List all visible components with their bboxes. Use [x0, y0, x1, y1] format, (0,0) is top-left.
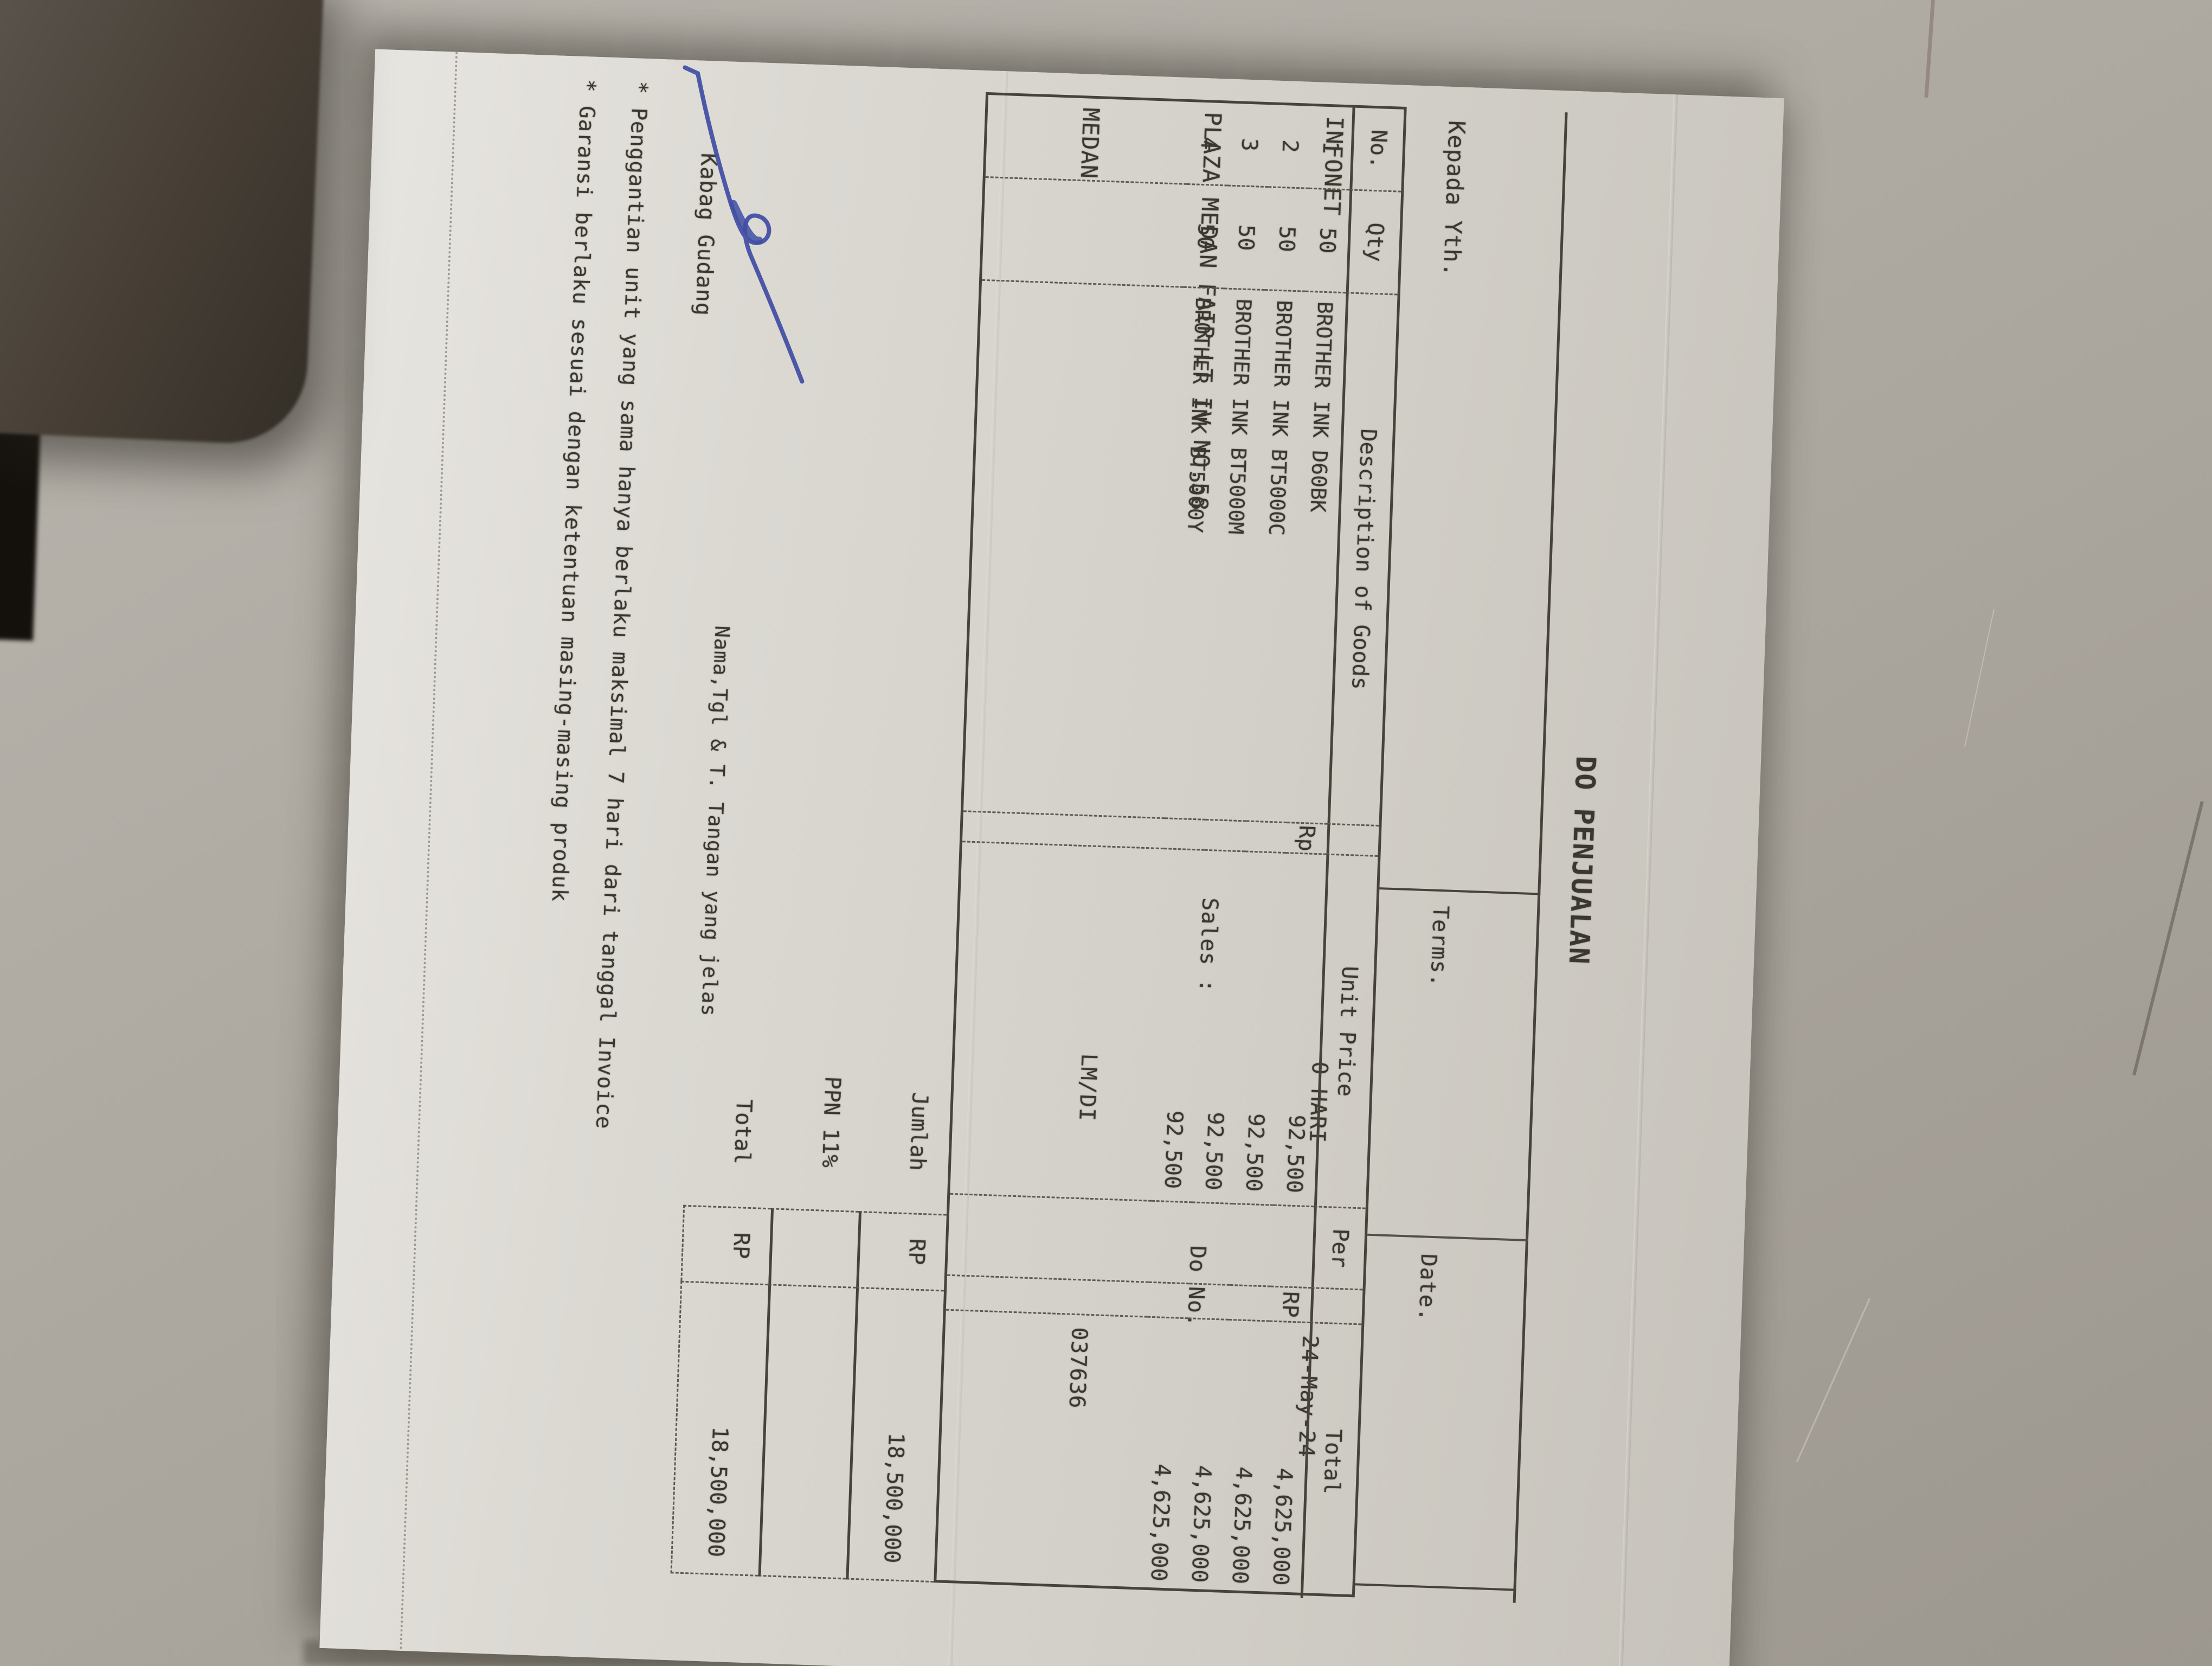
empty-cell [982, 176, 1187, 286]
date-label: Date. [1413, 1253, 1441, 1322]
items-table: No. Qty Description of Goods Unit Price … [934, 92, 1407, 1600]
col-header-qty: Qty [1346, 189, 1401, 294]
empty-cell [947, 1193, 1152, 1281]
dark-object-top-left [0, 0, 325, 447]
row-currency1: Rp [1285, 822, 1328, 854]
row-no: 2 [1277, 139, 1303, 153]
summary-currency-ppn [768, 1208, 859, 1287]
floor-grout-line-diagonal [2132, 800, 2204, 1076]
recipient-label: Kepada Yth. [1438, 120, 1470, 278]
empty-cell [986, 95, 1190, 183]
empty-cell [950, 841, 1164, 1200]
row-per [1148, 1200, 1193, 1283]
row-per [1230, 1203, 1274, 1286]
floor-scratch [1964, 608, 1995, 747]
summary-amount-ppn [758, 1284, 857, 1580]
floor-grout-line [1924, 0, 1935, 98]
floor-scratch [1796, 1298, 1870, 1463]
paper-document: DO PENJUALAN Kepada Yth. INFONET PLAZA M… [319, 49, 1784, 1666]
row-qty: 50 [1224, 184, 1269, 290]
info-box: Terms. 0 HARI Sales : LM/DI Date. 24-May… [1064, 887, 1541, 1591]
row-no: 4 [1196, 136, 1222, 151]
row-currency2 [1229, 1284, 1271, 1321]
row-currency1 [1204, 818, 1246, 851]
terms-label: Terms. [1425, 905, 1454, 988]
summary-label-ppn: PPN 11% [816, 1075, 845, 1168]
row-per [1189, 1201, 1233, 1284]
summary-label-total: Total [729, 1099, 757, 1165]
row-currency2 [1188, 1283, 1230, 1319]
row-no: 1 [1318, 140, 1343, 155]
info-box-divider [1367, 1233, 1528, 1242]
empty-cell [963, 279, 1184, 818]
col-header-per: Per [1311, 1206, 1366, 1289]
summary-amount-total: 18,500,000 [670, 1280, 769, 1577]
summary-label-jumlah: Jumlah [904, 1092, 933, 1171]
col-header-currency2 [1310, 1287, 1363, 1324]
row-no: 3 [1237, 138, 1263, 152]
footnote-replacement-policy: * Penggantian unit yang sama hanya berla… [591, 80, 652, 1130]
row-qty: 50 [1183, 183, 1228, 288]
row-per [1270, 1204, 1314, 1287]
row-currency2: RP [1269, 1285, 1311, 1322]
row-currency1 [1163, 817, 1206, 849]
row-qty: 50 [1264, 186, 1309, 291]
paper-crease [1617, 94, 1678, 1666]
paper-wrapper: DO PENJUALAN Kepada Yth. INFONET PLAZA M… [319, 49, 1784, 1666]
col-header-no: No. [1349, 107, 1404, 191]
row-qty: 50 [1305, 187, 1350, 292]
handwritten-signature [683, 65, 805, 384]
row-currency2 [1147, 1281, 1189, 1318]
paper-perforation-edge [400, 52, 458, 1651]
col-header-currency1 [1326, 823, 1379, 855]
empty-cell [936, 1309, 1148, 1593]
document-title: DO PENJUALAN [1562, 755, 1602, 966]
summary-currency-total: RP [680, 1204, 771, 1284]
col-header-total: Total [1300, 1322, 1362, 1600]
summary-currency-jumlah: RP [856, 1210, 947, 1290]
row-currency1 [1245, 820, 1287, 853]
footnote-warranty-policy: * Garansi berlaku sesuai dengan ketentua… [546, 79, 600, 902]
summary-amount-jumlah: 18,500,000 [846, 1286, 944, 1583]
